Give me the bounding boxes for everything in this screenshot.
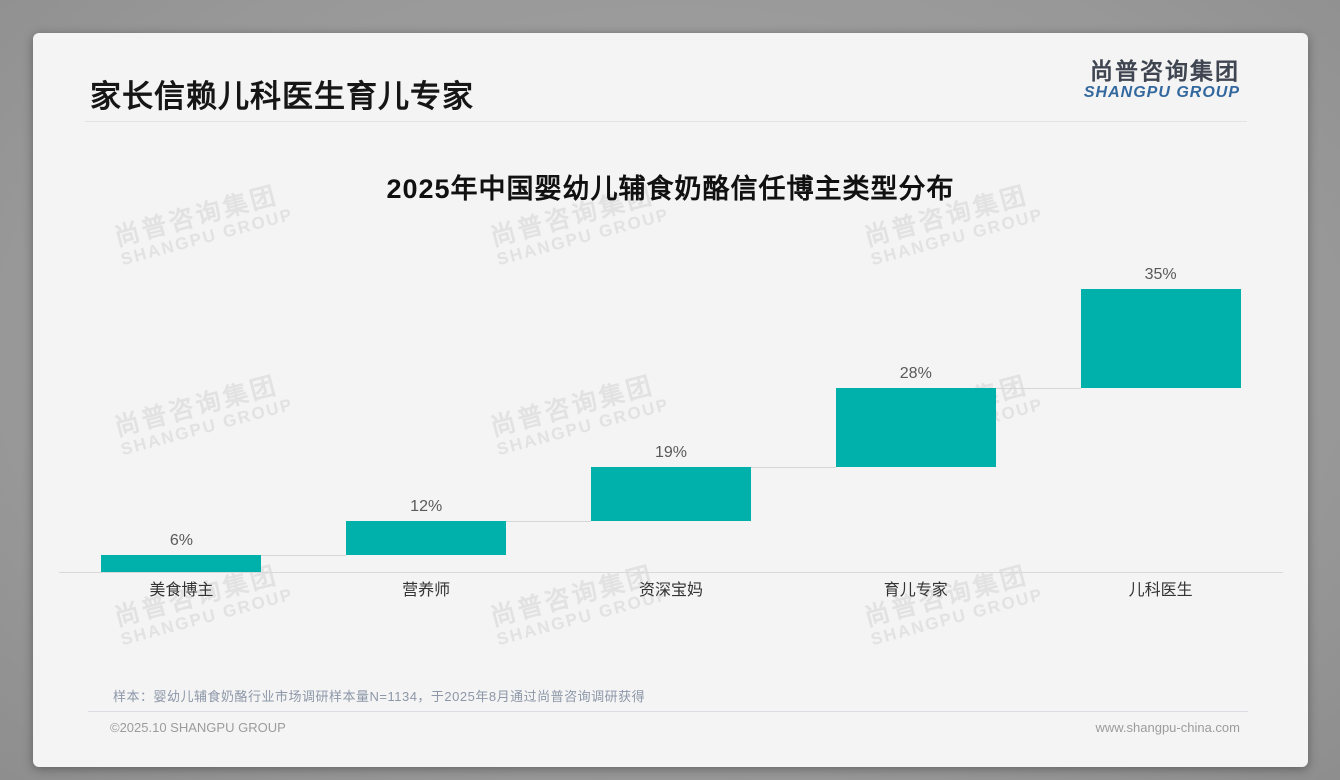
bar-value-label: 6% [169,532,193,550]
connector-line [261,555,347,557]
footer-divider [88,711,1248,712]
x-axis-category-label: 营养师 [402,582,451,599]
bar-value-label: 12% [410,498,443,516]
x-axis-category-label: 育儿专家 [883,582,948,599]
connector-line [506,521,591,523]
x-axis-category-label: 美食博主 [149,582,214,599]
connector-line [751,467,836,469]
chart-plot-area: 6% 美食博主 12% 营养师 19% 资深宝妈 28% 育儿专家 35% 儿科医生 [33,33,1308,767]
header-divider [85,121,1247,122]
waterfall-bar-1 [101,555,262,572]
waterfall-bar-5 [1080,289,1241,389]
company-logo-cn: 尚普咨询集团 [1090,58,1240,84]
waterfall-bar-2 [346,521,507,555]
company-logo-en: SHANGPU GROUP [1083,84,1240,102]
x-axis-category-label: 资深宝妈 [638,582,703,599]
bar-value-label: 28% [899,365,932,383]
connector-line [995,388,1081,390]
page-title: 家长信赖儿科医生育儿专家 [90,79,474,114]
sample-footnote: 样本：婴幼儿辅食奶酪行业市场调研样本量N=1134，于2025年8月通过尚普咨询… [113,689,646,704]
bar-value-label: 35% [1144,266,1177,283]
report-card: 尚普咨询集团 SHANGPU GROUP 尚普咨询集团 SHANGPU GROUP 尚普… [33,33,1308,767]
x-axis-category-label: 儿科医生 [1128,582,1193,599]
waterfall-bar-4 [835,388,996,468]
footer-website: www.shangpu-china.com [1095,720,1240,735]
waterfall-bar-3 [591,467,751,522]
bar-value-label: 19% [654,444,688,462]
footer-copyright: ©2025.10 SHANGPU GROUP [110,720,286,735]
x-axis-line [59,572,1283,573]
chart-title: 2025年中国婴幼儿辅食奶酪信任博主类型分布 [386,174,955,204]
company-logo: 尚普咨询集团 SHANGPU GROUP [1083,58,1240,102]
